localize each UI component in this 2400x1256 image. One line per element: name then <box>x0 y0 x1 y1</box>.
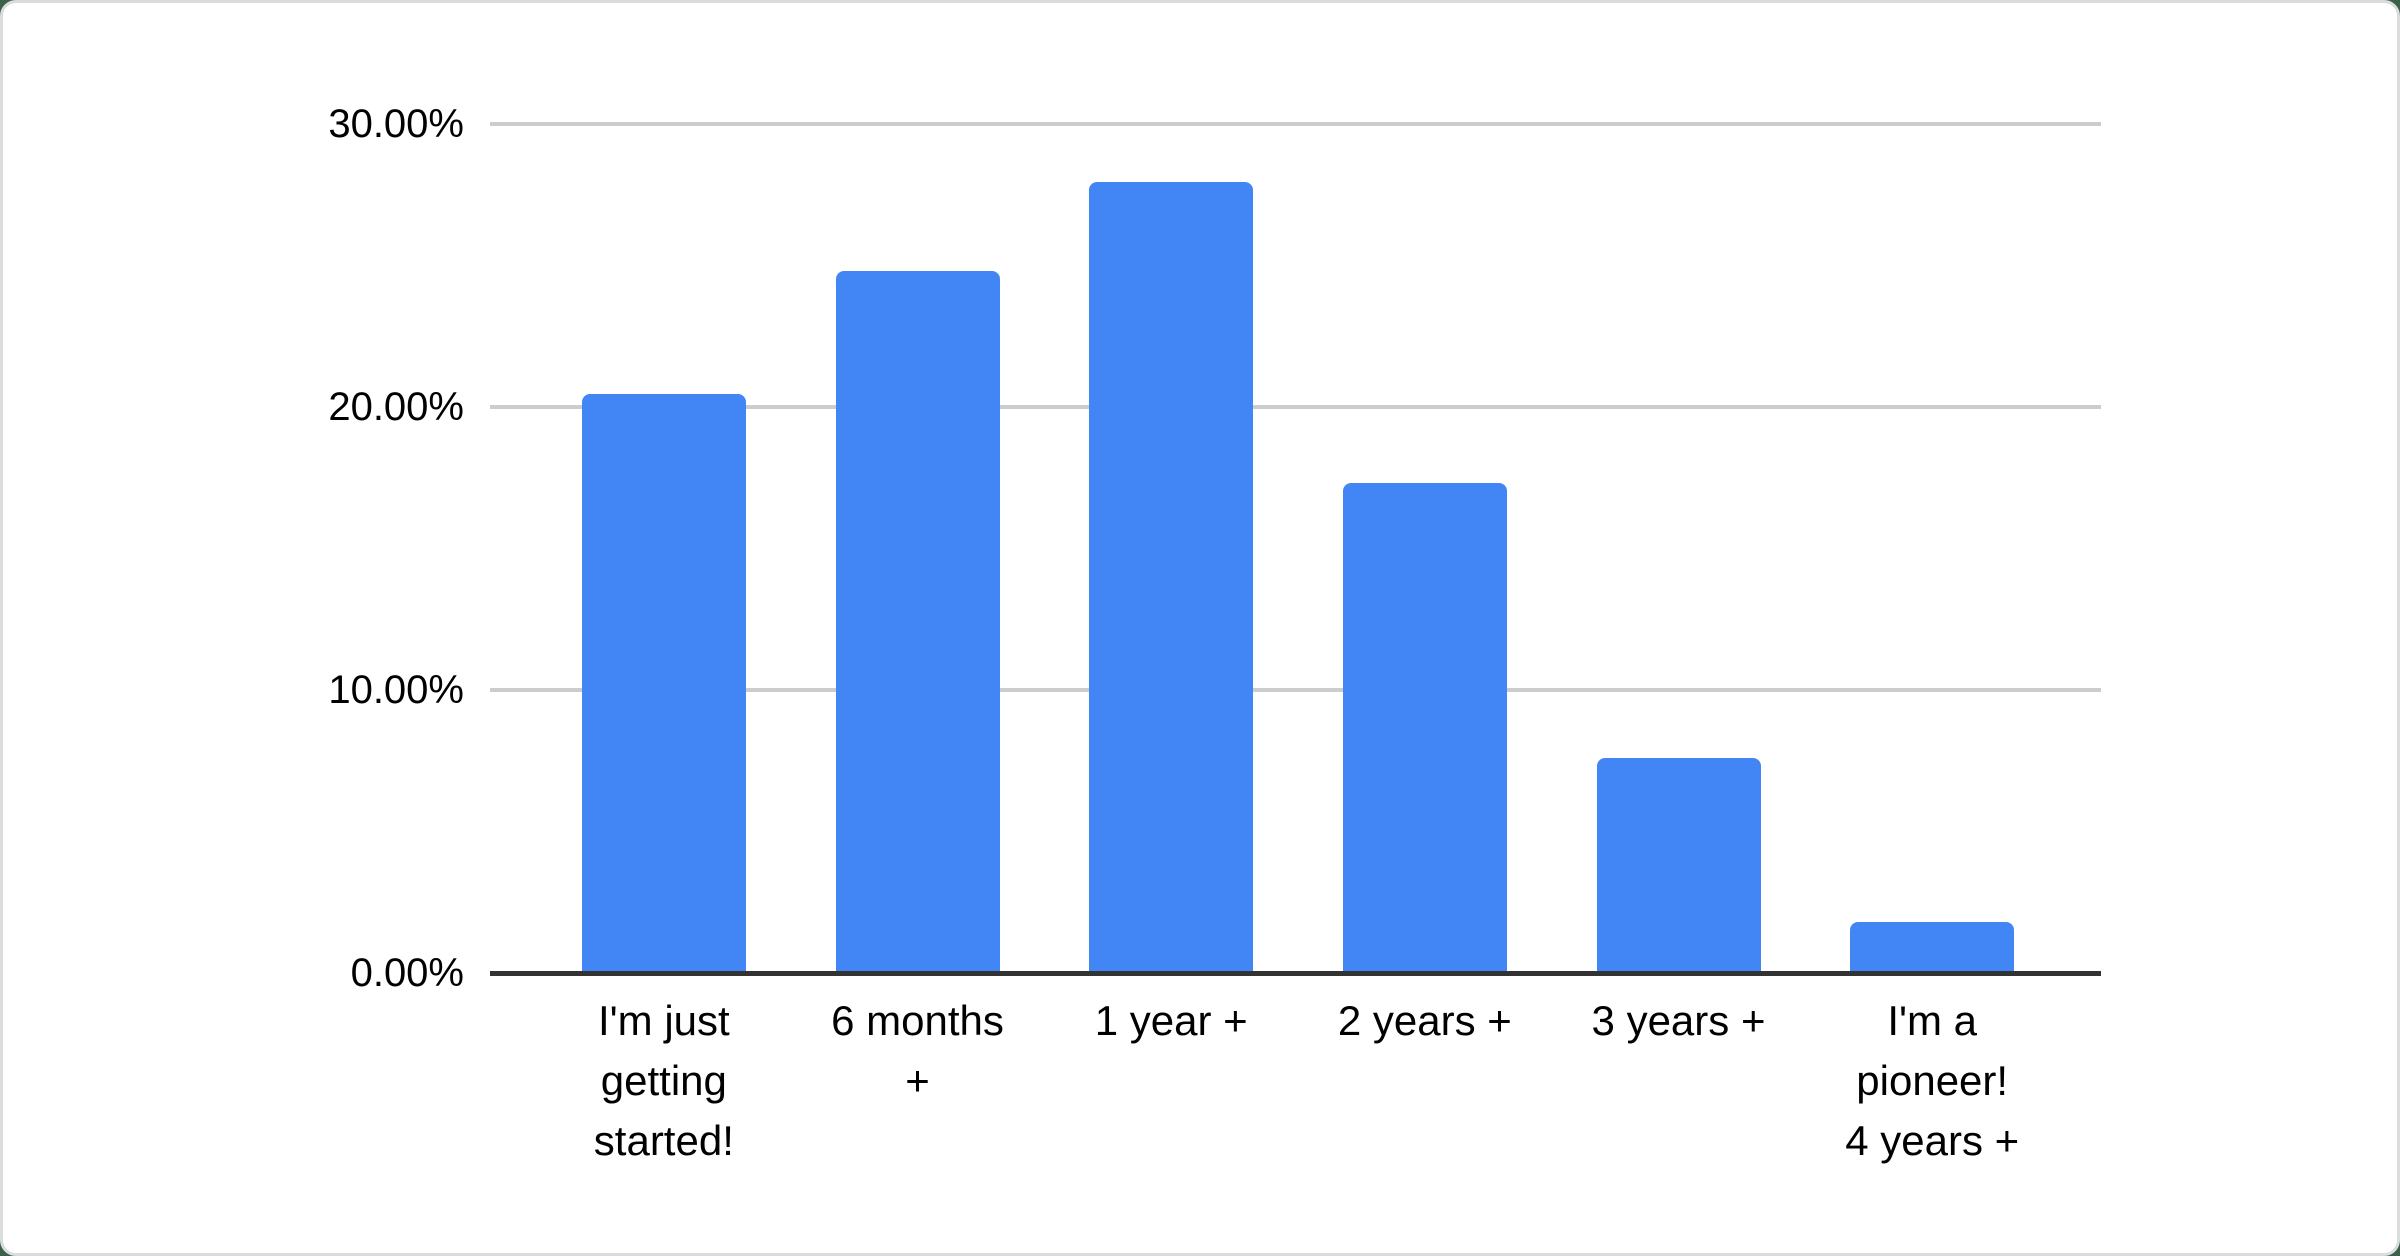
y-tick-label: 20.00% <box>328 384 464 429</box>
bar <box>1342 483 1507 973</box>
bar <box>835 271 1000 973</box>
gridline <box>490 122 2101 126</box>
x-category-label: I'm a pioneer! 4 years + <box>1845 997 2020 1164</box>
x-category-label: I'm just getting started! <box>593 997 734 1164</box>
x-category-label: 1 year + <box>1094 997 1248 1044</box>
y-tick-label: 10.00% <box>328 667 464 712</box>
x-category-label: 3 years + <box>1591 997 1766 1044</box>
bar <box>1596 757 1761 973</box>
bar-slot <box>1298 124 1552 973</box>
bar-slot <box>537 124 791 973</box>
bars <box>490 124 2101 973</box>
y-tick-label: 30.00% <box>328 102 464 146</box>
bar <box>1850 922 2015 973</box>
y-axis-tick-labels: 0.00% 10.00% 20.00% 30.00% <box>3 102 464 995</box>
bar-slot <box>791 124 1045 973</box>
x-axis-line <box>490 971 2101 976</box>
bar-slot <box>1805 124 2059 973</box>
gridline <box>490 687 2101 692</box>
bar <box>1089 182 1254 973</box>
y-tick-label: 0.00% <box>350 951 464 995</box>
gridline <box>490 404 2101 409</box>
bar-slot <box>1552 124 1806 973</box>
x-category-label: 6 months + <box>831 997 1004 1104</box>
bar-slot <box>1044 124 1298 973</box>
plot-area <box>490 122 2101 976</box>
bar <box>581 394 746 973</box>
x-category-label: 2 years + <box>1337 997 1512 1044</box>
x-axis-labels: I'm just getting started! 6 months + 1 yea… <box>490 991 2101 1171</box>
